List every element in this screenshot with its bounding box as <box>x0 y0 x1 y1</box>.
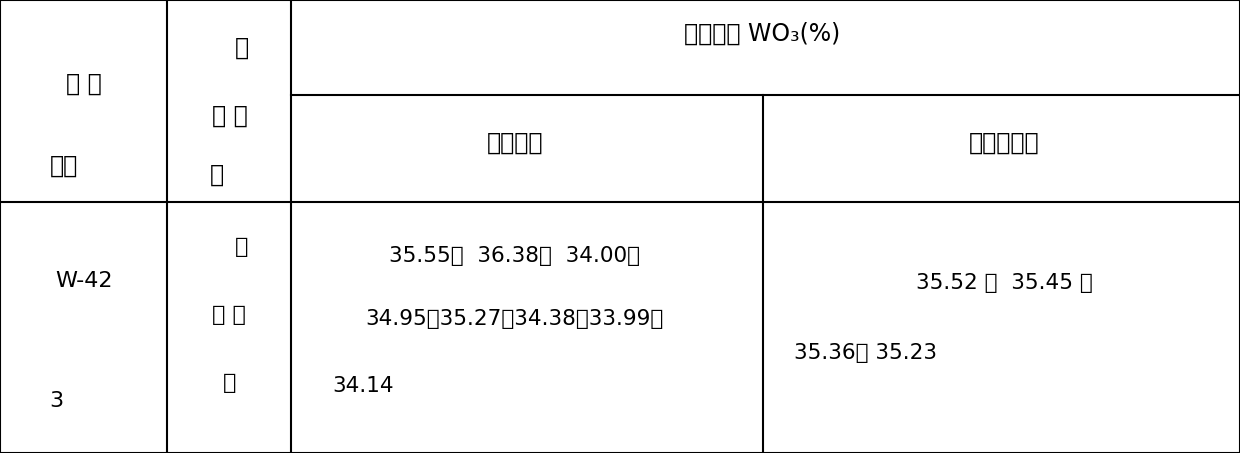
Text: 度 钒: 度 钒 <box>212 305 247 325</box>
Text: 低: 低 <box>236 237 248 257</box>
Text: 34.14: 34.14 <box>332 376 394 396</box>
Text: 编号: 编号 <box>50 154 78 177</box>
Text: 化 验: 化 验 <box>67 72 102 96</box>
Text: 试: 试 <box>234 36 249 59</box>
Text: 本发明方法: 本发明方法 <box>970 131 1039 154</box>
Text: 3: 3 <box>50 391 63 411</box>
Text: 化验结果 WO₃(%): 化验结果 WO₃(%) <box>684 22 841 46</box>
Text: 35.36； 35.23: 35.36； 35.23 <box>794 343 936 363</box>
Text: 样 名: 样 名 <box>212 104 247 127</box>
Text: W-42: W-42 <box>56 271 113 291</box>
Text: 35.52 ；  35.45 ；: 35.52 ； 35.45 ； <box>916 273 1092 293</box>
Text: 34.95；35.27；34.38；33.99；: 34.95；35.27；34.38；33.99； <box>366 309 663 329</box>
Text: 现有方法: 现有方法 <box>486 131 543 154</box>
Text: 称: 称 <box>210 163 224 186</box>
Text: 35.55；  36.38；  34.00；: 35.55； 36.38； 34.00； <box>389 246 640 266</box>
Text: 酸: 酸 <box>223 373 236 393</box>
